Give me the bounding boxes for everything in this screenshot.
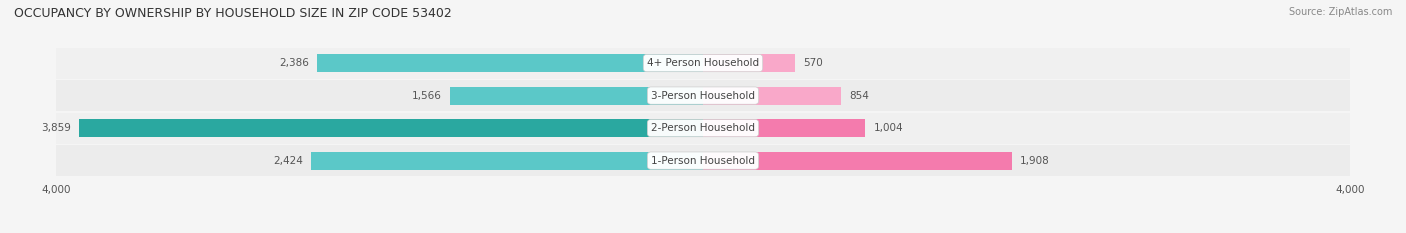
Text: 4+ Person Household: 4+ Person Household: [647, 58, 759, 68]
Bar: [703, 152, 1011, 170]
Text: 3,859: 3,859: [41, 123, 70, 133]
Text: Source: ZipAtlas.com: Source: ZipAtlas.com: [1288, 7, 1392, 17]
Bar: [79, 119, 703, 137]
Bar: [450, 87, 703, 105]
Bar: [703, 87, 841, 105]
Text: 1,908: 1,908: [1019, 156, 1049, 166]
Text: 854: 854: [849, 91, 869, 101]
Bar: [56, 48, 1350, 79]
Text: 1-Person Household: 1-Person Household: [651, 156, 755, 166]
Text: 1,566: 1,566: [412, 91, 441, 101]
Bar: [56, 145, 1350, 176]
Text: 1,004: 1,004: [873, 123, 903, 133]
Text: 2,424: 2,424: [273, 156, 302, 166]
Bar: [56, 80, 1350, 111]
Text: OCCUPANCY BY OWNERSHIP BY HOUSEHOLD SIZE IN ZIP CODE 53402: OCCUPANCY BY OWNERSHIP BY HOUSEHOLD SIZE…: [14, 7, 451, 20]
Text: 570: 570: [803, 58, 823, 68]
Text: 2,386: 2,386: [280, 58, 309, 68]
Bar: [311, 152, 703, 170]
Text: 3-Person Household: 3-Person Household: [651, 91, 755, 101]
Bar: [703, 54, 796, 72]
Bar: [318, 54, 703, 72]
Bar: [703, 119, 865, 137]
Text: 2-Person Household: 2-Person Household: [651, 123, 755, 133]
Bar: [56, 113, 1350, 144]
